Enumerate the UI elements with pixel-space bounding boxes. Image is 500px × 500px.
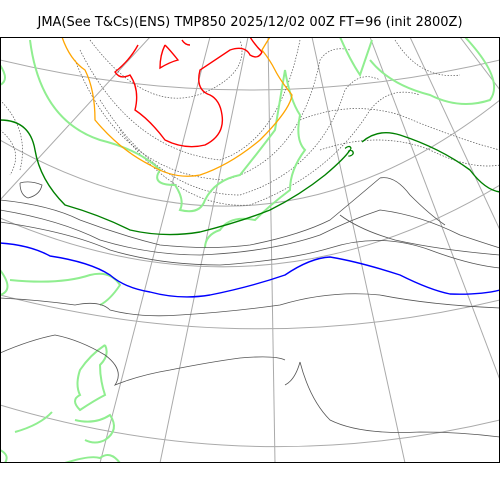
latitude-circle <box>0 294 500 330</box>
isotherm-dotted <box>319 139 500 167</box>
isotherm-dotted <box>79 39 301 161</box>
coastline <box>29 39 307 249</box>
meridian-line <box>159 36 249 464</box>
map-canvas: 3 <box>0 36 500 464</box>
isotherm-red <box>159 44 180 70</box>
coastline <box>339 36 373 78</box>
coastline <box>0 269 122 306</box>
meridian-line <box>0 36 151 201</box>
isotherm-dotted <box>394 39 461 76</box>
isotherm-green <box>361 132 500 193</box>
meridian-line <box>99 36 211 464</box>
weather-map: 3 <box>0 36 500 464</box>
meridian-line <box>311 36 406 464</box>
isotherm-dotted <box>99 76 381 196</box>
isotherm-dotted <box>299 108 500 151</box>
isotherm-dotted <box>119 91 421 206</box>
isotherm-gray <box>19 181 43 199</box>
contour-label: 3 <box>343 143 358 161</box>
isotherm-gray <box>379 177 446 226</box>
isotherm-red <box>114 36 263 148</box>
isotherm-gray <box>299 361 500 438</box>
latitude-circle <box>0 184 500 268</box>
isotherm-blue <box>0 242 500 298</box>
isotherm-gray <box>0 293 500 317</box>
meridian-line <box>267 36 276 464</box>
coastline <box>74 413 115 444</box>
coastline <box>0 449 8 464</box>
coastline <box>369 36 495 105</box>
isotherm-gray <box>0 221 500 269</box>
isotherm-red <box>181 39 191 46</box>
isotherm-gray <box>0 209 500 256</box>
isotherm-dotted <box>89 39 243 99</box>
latitude-circle <box>0 59 500 91</box>
isotherm-green <box>0 119 351 236</box>
coastline <box>64 453 121 464</box>
isotherm-dotted <box>0 129 16 176</box>
latitude-circle <box>0 404 500 448</box>
coastline <box>0 64 6 86</box>
meridian-line <box>369 36 500 381</box>
isotherm-gray <box>0 177 381 248</box>
chart-title: JMA(See T&Cs)(ENS) TMP850 2025/12/02 00Z… <box>37 15 463 30</box>
isotherm-orange <box>61 36 293 177</box>
isotherm-dotted <box>74 48 351 181</box>
latitude-circle <box>0 99 500 207</box>
isotherm-gray <box>284 361 301 386</box>
coastline <box>74 344 108 412</box>
isotherm-gray <box>339 214 500 256</box>
isotherm-dotted <box>0 99 23 171</box>
isotherm-gray <box>0 334 286 386</box>
coastline <box>14 411 53 433</box>
